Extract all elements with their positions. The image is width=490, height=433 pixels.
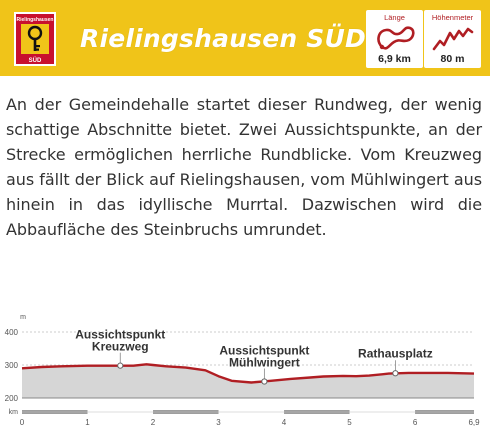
profile-area: [22, 364, 474, 398]
annotation-sublabel: Mühlwingert: [229, 356, 300, 370]
elevation-badge: Höhenmeter 80 m: [424, 10, 481, 68]
x-tick-label: 2: [151, 418, 156, 427]
description-text: An der Gemeindehalle startet dieser Rund…: [6, 95, 482, 239]
x-tick-label: 1: [85, 418, 90, 427]
elevation-value: 80 m: [440, 53, 465, 65]
x-tick-label: 3: [216, 418, 221, 427]
annotation-marker: [392, 370, 399, 377]
route-loop-icon: [377, 26, 415, 50]
y-tick-label: 300: [5, 361, 19, 370]
y-unit-label: m: [20, 314, 26, 321]
x-tick-label: 4: [282, 418, 287, 427]
town-crest-icon: Rielingshausen SÜD: [14, 12, 56, 66]
svg-text:Rielingshausen: Rielingshausen: [17, 17, 54, 23]
x-unit-label: km: [9, 409, 19, 416]
length-label: Länge: [384, 13, 405, 22]
annotation-marker: [117, 362, 124, 369]
elevation-profile-icon: [432, 27, 474, 51]
annotation-label: Aussichtspunkt: [219, 344, 309, 358]
y-tick-label: 200: [5, 394, 19, 403]
header-banner: Rielingshausen SÜD Rielingshausen SÜD Lä…: [0, 0, 490, 76]
annotation-label: Rathausplatz: [358, 346, 433, 360]
route-description: An der Gemeindehalle startet dieser Rund…: [6, 92, 482, 242]
annotation-sublabel: Kreuzweg: [92, 340, 149, 354]
x-tick-label: 6: [413, 418, 418, 427]
profile-line: [21, 363, 475, 384]
svg-text:SÜD: SÜD: [29, 57, 42, 64]
length-badge: Länge 6,9 km: [366, 10, 423, 68]
annotation-label: Aussichtspunkt: [75, 328, 165, 342]
annotation-marker: [261, 378, 268, 385]
x-tick-label: 6,9: [468, 418, 480, 427]
page-title: Rielingshausen SÜD: [80, 24, 366, 53]
y-tick-label: 400: [5, 328, 19, 337]
elevation-label: Höhenmeter: [431, 13, 474, 22]
x-tick-label: 5: [347, 418, 352, 427]
length-value: 6,9 km: [378, 53, 411, 65]
x-tick-label: 0: [20, 418, 25, 427]
